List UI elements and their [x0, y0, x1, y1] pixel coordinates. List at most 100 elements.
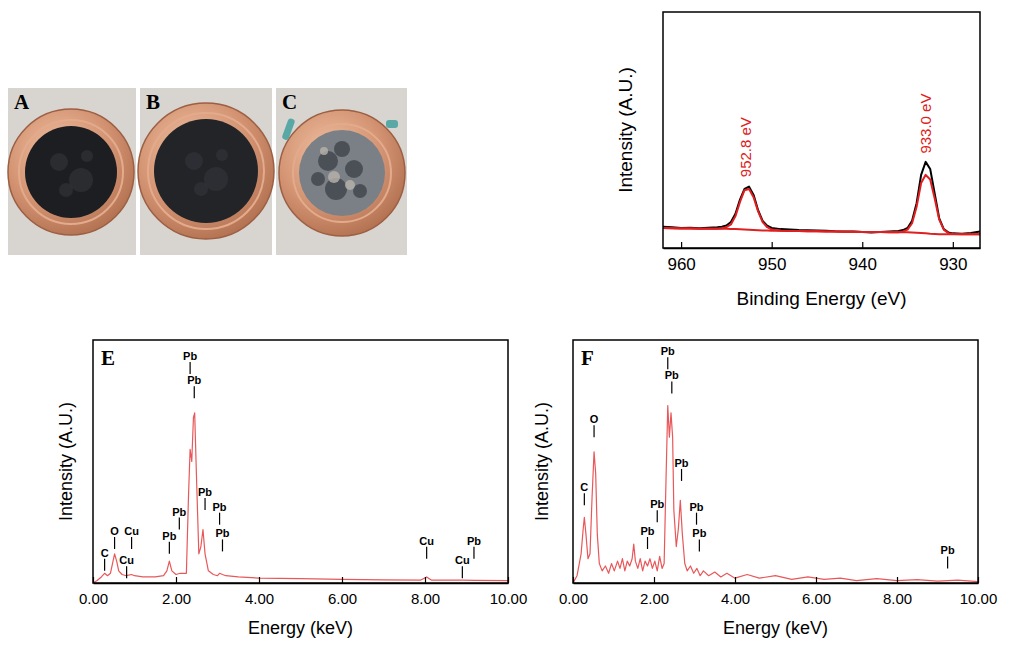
- peak-label: Pb: [215, 527, 229, 539]
- peak-label: Pb: [692, 527, 706, 539]
- corrosion-spot: [281, 118, 295, 141]
- x-tick: 0.00: [559, 577, 588, 607]
- photo: B: [138, 88, 274, 255]
- plot-frame: [573, 340, 978, 583]
- x-tick-label: 940: [849, 255, 877, 274]
- plot-area: [93, 413, 508, 583]
- plot-frame: [663, 12, 980, 248]
- x-tick: 2.00: [640, 577, 669, 607]
- coating-texture: [59, 183, 73, 197]
- x-tick-mark: [897, 577, 898, 583]
- corrosion-spot: [386, 120, 398, 128]
- y-axis-title: Intensity (A.U.): [615, 67, 636, 193]
- x-axis: 0.00 2.00 4.00 6.00 8.00 10.00: [559, 577, 997, 607]
- spectrum-line: [573, 406, 978, 583]
- panel-letter: C: [282, 90, 297, 114]
- peak-label: Pb: [467, 535, 481, 547]
- peak-label: Pb: [198, 486, 212, 498]
- peak-label: Pb: [941, 544, 955, 556]
- x-tick-mark: [772, 242, 773, 248]
- coating-texture: [334, 141, 350, 157]
- plot-frame: [93, 340, 508, 583]
- peak-marker: [657, 510, 658, 522]
- peak-marker: [222, 539, 223, 551]
- peak-marker: [667, 357, 668, 369]
- x-tick: 960: [667, 242, 695, 274]
- peak-marker: [473, 547, 474, 559]
- x-tick: 10.00: [960, 577, 998, 607]
- x-tick: 8.00: [411, 577, 440, 607]
- chart-panel: 960 950 940 930 Binding Energy (eV) Intensity…: [615, 12, 981, 309]
- x-tick-mark: [425, 577, 426, 583]
- coating-texture: [81, 150, 93, 162]
- spectrum-line: [93, 413, 508, 583]
- peak-marker: [947, 556, 948, 568]
- x-tick-mark: [342, 577, 343, 583]
- peak-label: Pb: [213, 501, 227, 513]
- x-axis-title: Binding Energy (eV): [736, 288, 906, 309]
- peak-marker: [671, 381, 672, 393]
- x-axis: 960 950 940 930: [664, 242, 981, 274]
- x-tick-label: 4.00: [721, 590, 750, 607]
- copper-disc: [138, 103, 274, 239]
- x-axis: 0.002.004.006.008.0010.00: [79, 577, 527, 607]
- peak-label: Cu: [455, 554, 470, 566]
- chart-panel: 0.002.004.006.008.0010.00Energy (keV)Int…: [532, 340, 997, 638]
- peak-label: Cu: [119, 554, 134, 566]
- peak-label: Pb: [183, 350, 197, 362]
- peak-annotation: 952.8 eV: [737, 117, 754, 177]
- peak-marker: [462, 566, 463, 578]
- peak-label: Pb: [650, 498, 664, 510]
- x-tick: 2.00: [162, 577, 191, 607]
- peak-marker: [126, 566, 127, 578]
- peak-marker: [131, 537, 132, 549]
- peak-marker: [179, 518, 180, 530]
- peak-marker: [169, 542, 170, 554]
- coating-texture: [320, 147, 328, 155]
- x-tick-mark: [259, 577, 260, 583]
- x-tick: 930: [939, 242, 967, 274]
- x-tick: 10.00: [490, 577, 528, 607]
- photo: C: [276, 88, 407, 255]
- x-tick-mark: [816, 577, 817, 583]
- spectrum-line: [663, 228, 980, 234]
- x-tick-label: 6.00: [328, 590, 357, 607]
- x-tick-label: 0.00: [79, 590, 108, 607]
- photo: A: [8, 88, 136, 255]
- photo-background: [8, 88, 136, 255]
- peak-label: Pb: [675, 457, 689, 469]
- figure-svg: A B C 960 950 940 930 Binding Energy (eV) Intens…: [0, 0, 1010, 649]
- panel-letter: A: [14, 90, 30, 114]
- x-tick-label: 0.00: [559, 590, 588, 607]
- x-tick-label: 8.00: [883, 590, 912, 607]
- peak-label: Pb: [162, 530, 176, 542]
- peak-marker: [681, 469, 682, 481]
- panel-letter: B: [146, 90, 160, 114]
- peak-label: C: [580, 481, 588, 493]
- peak-marker: [104, 559, 105, 571]
- panel-letter: F: [581, 346, 594, 370]
- x-tick-label: 10.00: [490, 590, 528, 607]
- peak-marker: [114, 537, 115, 549]
- peak-marker: [584, 493, 585, 505]
- x-axis-title: Energy (keV): [248, 618, 353, 638]
- x-tick-label: 6.00: [802, 590, 831, 607]
- peak-label: Pb: [661, 345, 675, 357]
- peak-marker: [696, 513, 697, 525]
- y-axis-title: Intensity (A.U.): [56, 402, 76, 521]
- x-tick-label: 930: [939, 255, 967, 274]
- disc-ring: [148, 113, 264, 229]
- x-axis-line: [94, 583, 509, 585]
- coating-texture: [194, 182, 208, 196]
- disc-ring: [293, 124, 391, 222]
- disc-ring: [19, 120, 123, 224]
- photo-background: [140, 88, 272, 255]
- x-tick: 950: [758, 242, 786, 274]
- coating-texture: [353, 184, 367, 198]
- peak-label: O: [590, 413, 599, 425]
- x-tick: 6.00: [802, 577, 831, 607]
- peak-marker: [426, 547, 427, 559]
- x-tick-mark: [573, 577, 574, 583]
- x-tick-label: 960: [667, 255, 695, 274]
- x-tick-mark: [735, 577, 736, 583]
